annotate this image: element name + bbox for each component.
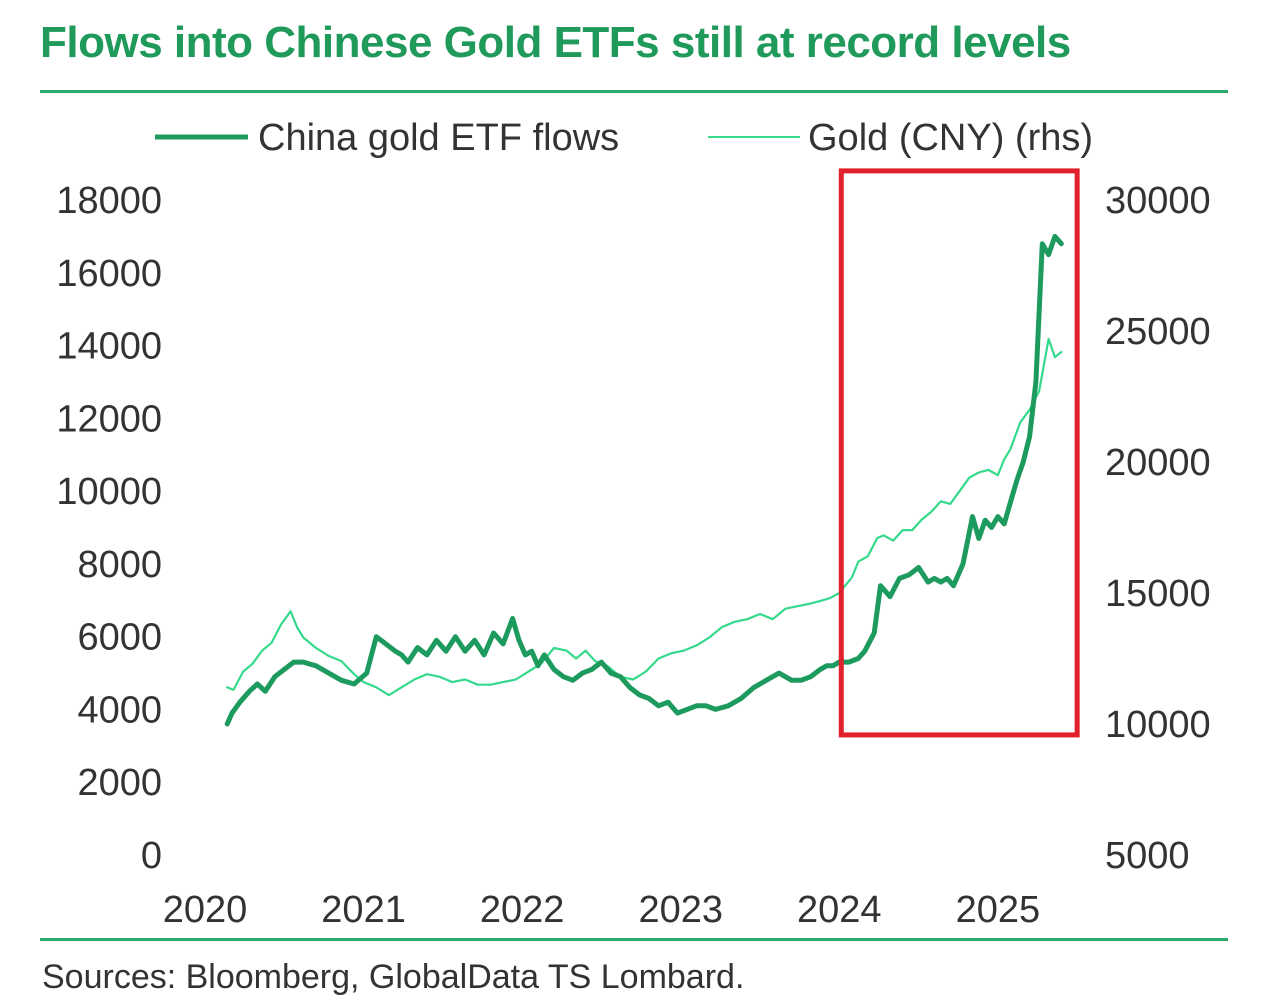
y-left-tick-label: 14000 [56, 326, 162, 368]
y-right-tick-label: 5000 [1105, 835, 1190, 877]
top-divider [40, 90, 1228, 93]
y-left-tick-label: 12000 [56, 398, 162, 440]
x-tick-label: 2022 [480, 889, 565, 931]
y-right-tick-label: 15000 [1105, 573, 1211, 615]
y-axis-left: 0 2000 4000 6000 8000 10000 12000 14000 16000 180… [56, 180, 162, 877]
y-left-tick-label: 18000 [56, 180, 162, 222]
x-tick-label: 2021 [321, 889, 406, 931]
x-tick-label: 2020 [163, 889, 248, 931]
bottom-divider [40, 938, 1228, 941]
y-left-tick-label: 6000 [77, 617, 162, 659]
y-right-tick-label: 10000 [1105, 704, 1211, 746]
chart-canvas: China gold ETF flows Gold (CNY) (rhs) 02… [56, 117, 1211, 931]
source-note: Sources: Bloomberg, GlobalData TS Lombar… [42, 958, 745, 996]
y-right-tick-label: 20000 [1105, 442, 1211, 484]
y-left-tick-label: 0 [141, 835, 162, 877]
x-tick-label: 2025 [956, 889, 1041, 931]
plot-area [224, 168, 1080, 738]
y-right-tick-label: 30000 [1105, 180, 1211, 222]
y-axis-right: 5000 10000 15000 20000 25000 30000 [1105, 180, 1211, 877]
x-axis: 2020 2021 2022 2023 2024 2025 [163, 889, 1040, 931]
series-line-gold-cny [226, 337, 1063, 697]
legend-label-gold: Gold (CNY) (rhs) [808, 117, 1093, 159]
legend: China gold ETF flows Gold (CNY) (rhs) [155, 117, 1093, 159]
x-tick-label: 2023 [638, 889, 723, 931]
chart-title: Flows into Chinese Gold ETFs still at re… [40, 18, 1071, 67]
series-line-etf-flows [224, 233, 1064, 727]
y-right-tick-label: 25000 [1105, 311, 1211, 353]
y-left-tick-label: 8000 [77, 544, 162, 586]
highlight-box [838, 168, 1080, 738]
y-left-tick-label: 4000 [77, 689, 162, 731]
y-left-tick-label: 16000 [56, 253, 162, 295]
x-tick-label: 2024 [797, 889, 882, 931]
y-left-tick-label: 10000 [56, 471, 162, 513]
legend-label-etf: China gold ETF flows [258, 117, 619, 159]
y-left-tick-label: 2000 [77, 762, 162, 804]
